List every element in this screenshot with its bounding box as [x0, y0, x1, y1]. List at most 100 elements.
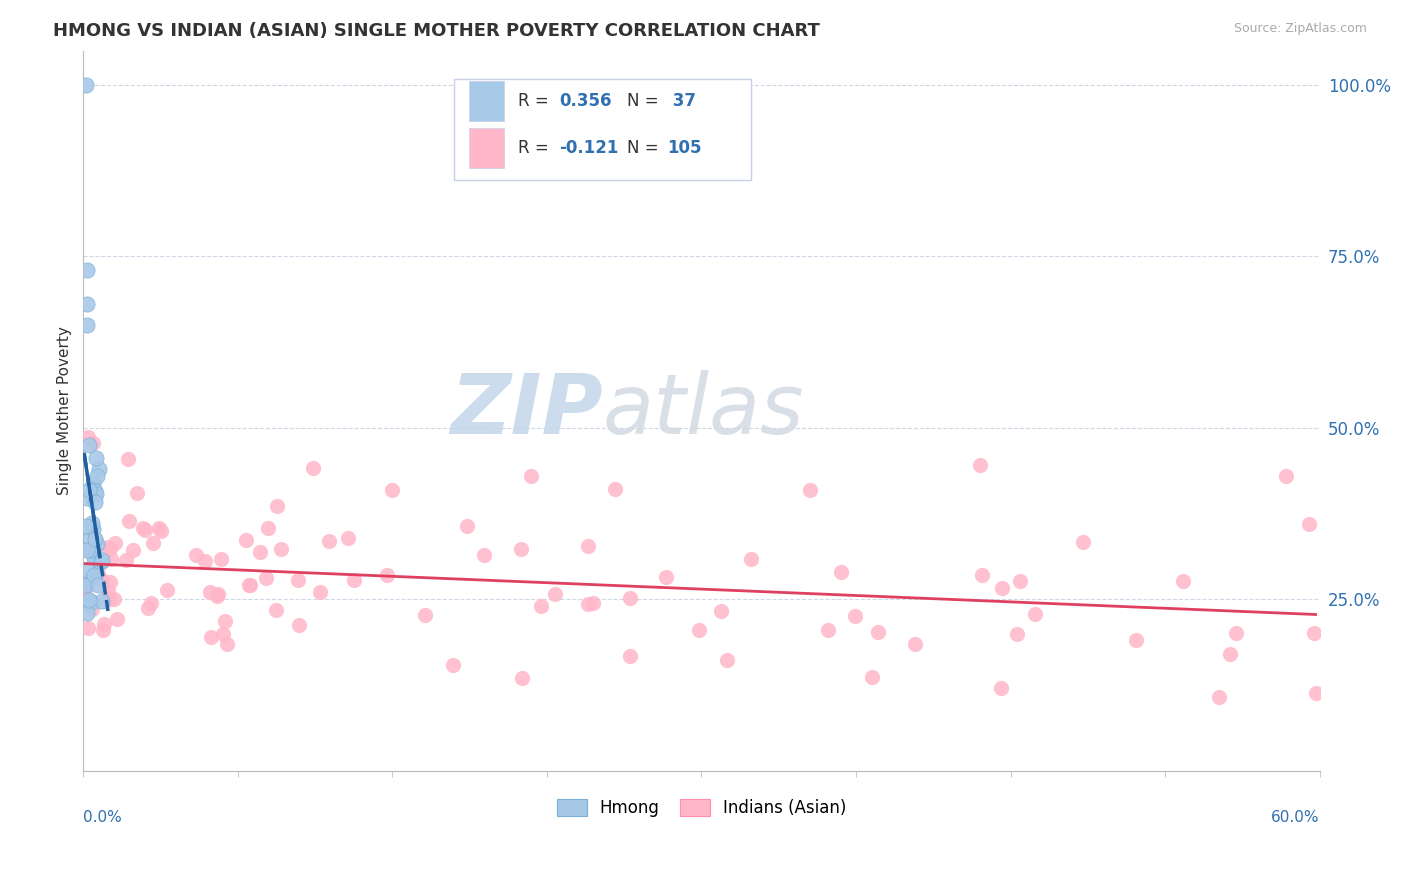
Point	[456, 519, 478, 533]
Point	[80, 543, 103, 558]
Point	[441, 657, 464, 672]
Point	[83, 568, 105, 582]
Point	[1208, 690, 1230, 705]
Text: Source: ZipAtlas.com: Source: ZipAtlas.com	[1233, 22, 1367, 36]
Point	[76, 297, 98, 311]
Point	[287, 573, 309, 587]
Point	[105, 612, 128, 626]
Point	[1298, 516, 1320, 531]
Text: 0.0%: 0.0%	[83, 810, 122, 825]
Point	[582, 596, 605, 610]
Point	[205, 589, 228, 603]
Point	[98, 591, 121, 606]
Point	[141, 596, 163, 610]
Point	[238, 578, 260, 592]
Point	[79, 483, 101, 497]
Point	[302, 461, 325, 475]
Point	[472, 548, 495, 562]
Point	[97, 540, 120, 554]
FancyBboxPatch shape	[470, 128, 503, 168]
Text: 60.0%: 60.0%	[1271, 810, 1320, 825]
Point	[510, 671, 533, 685]
Text: -0.121: -0.121	[560, 139, 619, 157]
Point	[83, 551, 105, 566]
Point	[990, 681, 1012, 695]
Point	[740, 551, 762, 566]
Point	[76, 575, 98, 590]
Point	[100, 541, 122, 556]
Point	[82, 477, 104, 491]
Legend: Hmong, Indians (Asian): Hmong, Indians (Asian)	[550, 792, 853, 823]
Text: 0.356: 0.356	[560, 92, 612, 110]
Point	[844, 609, 866, 624]
Point	[80, 601, 103, 615]
Point	[688, 624, 710, 638]
Point	[100, 551, 122, 566]
Point	[103, 592, 125, 607]
Point	[148, 521, 170, 535]
Point	[104, 536, 127, 550]
Point	[1305, 686, 1327, 700]
Point	[209, 551, 232, 566]
FancyBboxPatch shape	[454, 79, 751, 180]
Point	[77, 430, 100, 444]
FancyBboxPatch shape	[470, 81, 503, 120]
Point	[90, 574, 112, 588]
Point	[990, 581, 1012, 595]
Point	[817, 623, 839, 637]
Point	[1010, 574, 1032, 588]
Point	[254, 570, 277, 584]
Point	[86, 567, 108, 582]
Point	[207, 587, 229, 601]
Text: N =: N =	[627, 92, 664, 110]
Point	[77, 438, 100, 452]
Point	[76, 578, 98, 592]
Point	[336, 531, 359, 545]
Point	[96, 593, 118, 607]
Point	[76, 318, 98, 332]
Point	[75, 583, 97, 598]
Point	[184, 548, 207, 562]
Point	[904, 637, 927, 651]
Point	[75, 573, 97, 587]
Point	[91, 553, 114, 567]
Point	[266, 603, 288, 617]
Point	[578, 598, 600, 612]
Point	[576, 539, 599, 553]
Point	[87, 577, 110, 591]
Point	[619, 591, 641, 605]
Point	[132, 521, 155, 535]
Point	[127, 485, 149, 500]
Point	[413, 608, 436, 623]
Point	[84, 566, 107, 580]
Point	[97, 584, 120, 599]
Point	[86, 536, 108, 550]
Point	[860, 670, 883, 684]
Point	[1125, 633, 1147, 648]
Point	[87, 462, 110, 476]
Point	[76, 606, 98, 620]
Point	[257, 521, 280, 535]
Point	[543, 587, 565, 601]
Point	[86, 468, 108, 483]
Point	[90, 555, 112, 569]
Point	[93, 617, 115, 632]
Point	[288, 618, 311, 632]
Point	[1275, 468, 1298, 483]
Point	[194, 554, 217, 568]
Text: ZIP: ZIP	[450, 370, 603, 451]
Point	[239, 578, 262, 592]
Point	[91, 594, 114, 608]
Point	[75, 78, 97, 92]
Text: HMONG VS INDIAN (ASIAN) SINGLE MOTHER POVERTY CORRELATION CHART: HMONG VS INDIAN (ASIAN) SINGLE MOTHER PO…	[53, 22, 820, 40]
Point	[530, 599, 553, 613]
Point	[1007, 627, 1029, 641]
Point	[381, 483, 404, 497]
Point	[249, 545, 271, 559]
Text: N =: N =	[627, 139, 664, 157]
Point	[136, 601, 159, 615]
Point	[77, 622, 100, 636]
Point	[217, 637, 239, 651]
Point	[79, 543, 101, 558]
Point	[117, 452, 139, 467]
